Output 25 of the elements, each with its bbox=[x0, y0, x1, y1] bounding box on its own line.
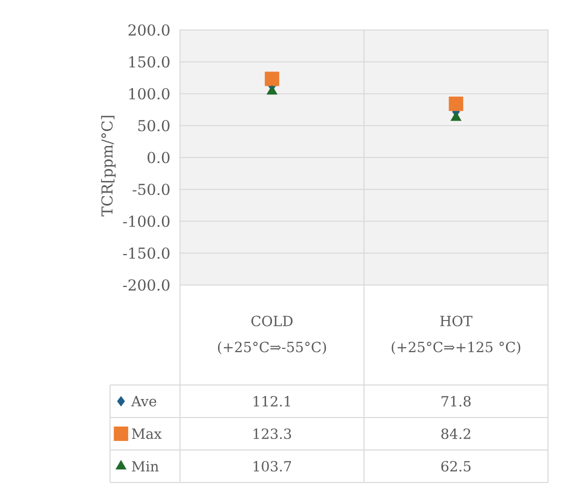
point bbox=[266, 85, 278, 95]
y-tick-label: 50.0 bbox=[138, 120, 170, 132]
x-tick-label: COLD (+25°C⇒-55°C) bbox=[218, 316, 326, 354]
legend-label: Min bbox=[132, 461, 159, 472]
y-axis-title: TCR[ppm/°C] bbox=[101, 116, 116, 216]
data-label: 71.8 bbox=[442, 396, 471, 407]
data-label: 103.7 bbox=[254, 460, 292, 472]
x-tick-label: HOT (+25°C⇒+125 °C) bbox=[392, 316, 520, 354]
data-label: 62.5 bbox=[441, 460, 471, 472]
y-tick-label: 200.0 bbox=[128, 24, 170, 36]
data-label: 84.2 bbox=[441, 428, 470, 440]
y-tick-label: -150.0 bbox=[123, 247, 170, 259]
y-tick-label: -50.0 bbox=[132, 184, 170, 196]
data-label: 112.1 bbox=[254, 396, 290, 407]
y-tick-label: 150.0 bbox=[129, 56, 170, 68]
point bbox=[450, 111, 462, 121]
y-tick-label: 100.0 bbox=[129, 88, 170, 100]
point bbox=[448, 96, 464, 112]
data-label: 123.3 bbox=[254, 428, 291, 440]
legend-label: Ave bbox=[131, 396, 156, 406]
point bbox=[264, 72, 280, 86]
y-tick-label: 0.0 bbox=[148, 152, 170, 164]
y-tick-label: -100.0 bbox=[123, 216, 170, 227]
legend-label: Max bbox=[132, 428, 162, 439]
y-tick-label: -200.0 bbox=[123, 279, 170, 291]
